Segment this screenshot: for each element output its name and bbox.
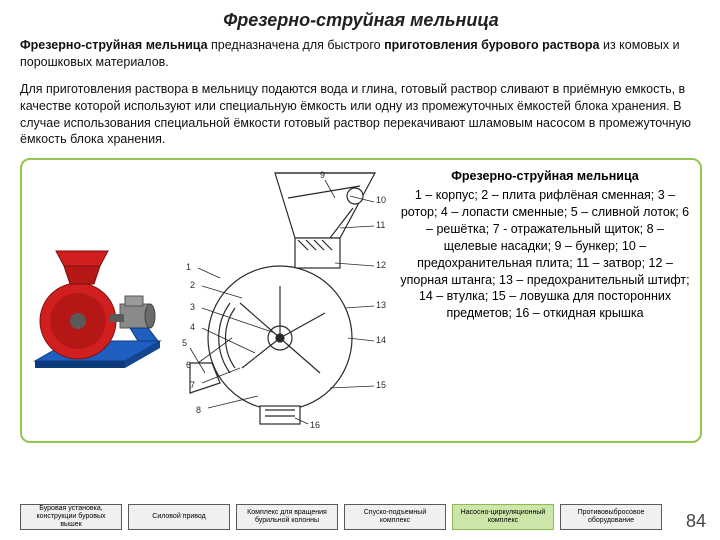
figure-caption: Фрезерно-струйная мельница 1 – корпус; 2… bbox=[400, 168, 690, 433]
page-number: 84 bbox=[686, 511, 706, 532]
nav-item-3[interactable]: Спуско-подъемный комплекс bbox=[344, 504, 446, 530]
svg-text:9: 9 bbox=[320, 170, 325, 180]
nav-item-1[interactable]: Силовой привод bbox=[128, 504, 230, 530]
svg-text:3: 3 bbox=[190, 302, 195, 312]
svg-text:12: 12 bbox=[376, 260, 386, 270]
svg-text:15: 15 bbox=[376, 380, 386, 390]
svg-text:6: 6 bbox=[186, 360, 191, 370]
mill-diagram: 1 2 3 4 5 6 7 8 9 10 11 12 13 14 15 16 bbox=[180, 168, 390, 433]
para1-mid: предназначена для быстрого bbox=[208, 38, 385, 52]
para2: Для приготовления раствора в мельницу по… bbox=[20, 81, 702, 149]
svg-text:8: 8 bbox=[196, 405, 201, 415]
caption-title: Фрезерно-струйная мельница bbox=[400, 168, 690, 185]
svg-text:2: 2 bbox=[190, 280, 195, 290]
svg-text:5: 5 bbox=[182, 338, 187, 348]
svg-text:4: 4 bbox=[190, 322, 195, 332]
mill-photo bbox=[30, 168, 170, 433]
description-text: Фрезерно-струйная мельница предназначена… bbox=[20, 37, 702, 148]
svg-text:10: 10 bbox=[376, 195, 386, 205]
svg-text:13: 13 bbox=[376, 300, 386, 310]
para1-bold2: приготовления бурового раствора bbox=[384, 38, 599, 52]
svg-text:16: 16 bbox=[310, 420, 320, 430]
svg-text:1: 1 bbox=[186, 262, 191, 272]
nav-item-5[interactable]: Противовыбросовое оборудование bbox=[560, 504, 662, 530]
nav-item-0[interactable]: Буровая установка, конструкции буровых в… bbox=[20, 504, 122, 530]
svg-text:7: 7 bbox=[190, 380, 195, 390]
figure-container: 1 2 3 4 5 6 7 8 9 10 11 12 13 14 15 16 bbox=[20, 158, 702, 443]
svg-text:11: 11 bbox=[376, 220, 385, 230]
para1-bold1: Фрезерно-струйная мельница bbox=[20, 38, 208, 52]
svg-text:14: 14 bbox=[376, 335, 386, 345]
caption-body: 1 – корпус; 2 – плита рифлёная сменная; … bbox=[400, 187, 690, 322]
page-title: Фрезерно-струйная мельница bbox=[20, 10, 702, 31]
nav-item-4[interactable]: Насосно-циркуляционный комплекс bbox=[452, 504, 554, 530]
nav-item-2[interactable]: Комплекс для вращения бурильной колонны bbox=[236, 504, 338, 530]
bottom-nav: Буровая установка, конструкции буровых в… bbox=[20, 504, 662, 530]
